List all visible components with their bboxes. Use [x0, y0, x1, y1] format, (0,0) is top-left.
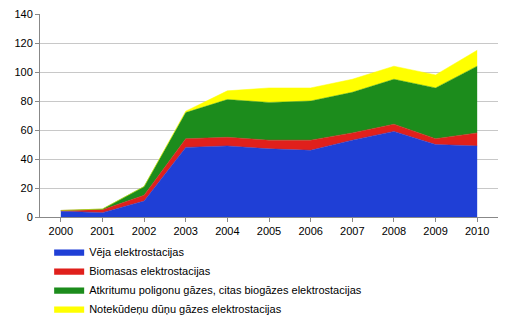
svg-text:Atkritumu poligonu gāzes, cita: Atkritumu poligonu gāzes, citas biogāzes… — [89, 284, 362, 296]
svg-text:Notekūdeņu dūņu gāzes elektros: Notekūdeņu dūņu gāzes elektrostacijas — [89, 303, 282, 315]
svg-text:2005: 2005 — [257, 225, 281, 237]
svg-text:2004: 2004 — [215, 225, 239, 237]
svg-text:20: 20 — [21, 182, 33, 194]
svg-text:80: 80 — [21, 95, 33, 107]
svg-text:2010: 2010 — [465, 225, 489, 237]
svg-text:0: 0 — [27, 211, 33, 223]
svg-text:Biomasas elektrostacijas: Biomasas elektrostacijas — [89, 265, 211, 277]
svg-text:2001: 2001 — [90, 225, 114, 237]
svg-text:2009: 2009 — [423, 225, 447, 237]
svg-text:120: 120 — [14, 37, 32, 49]
svg-text:100: 100 — [14, 66, 32, 78]
svg-text:40: 40 — [21, 153, 33, 165]
svg-text:2007: 2007 — [340, 225, 364, 237]
svg-text:2002: 2002 — [132, 225, 156, 237]
svg-text:60: 60 — [21, 124, 33, 136]
svg-text:2006: 2006 — [298, 225, 322, 237]
svg-text:Vēja elektrostacijas: Vēja elektrostacijas — [89, 246, 184, 258]
svg-text:2000: 2000 — [49, 225, 73, 237]
svg-text:2008: 2008 — [382, 225, 406, 237]
svg-text:140: 140 — [14, 8, 32, 20]
svg-text:2003: 2003 — [173, 225, 197, 237]
